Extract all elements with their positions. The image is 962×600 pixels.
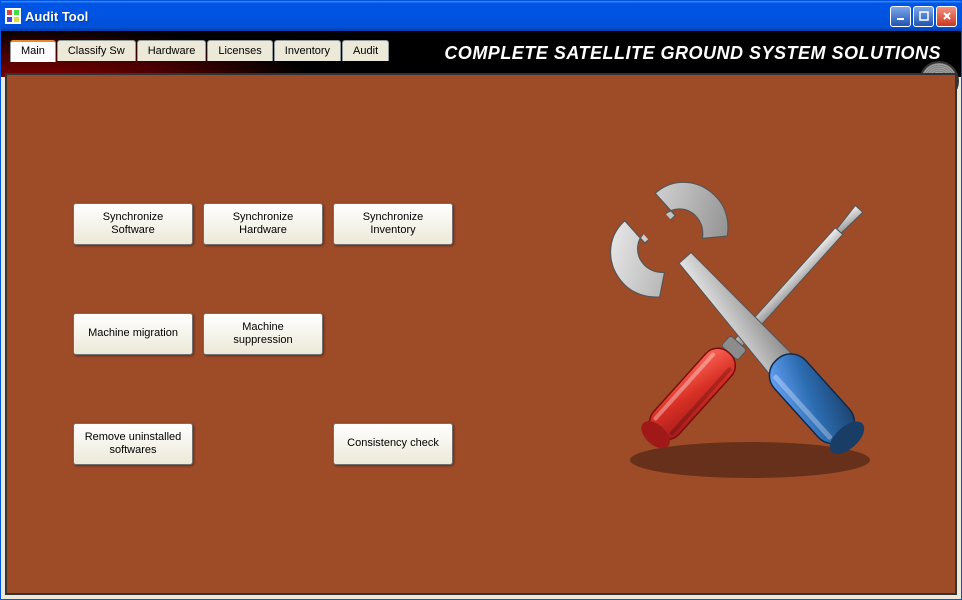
minimize-button[interactable]	[890, 6, 911, 27]
tab-classify-sw[interactable]: Classify Sw	[57, 40, 136, 61]
main-content: Synchronize Software Synchronize Hardwar…	[5, 73, 957, 595]
tab-licenses[interactable]: Licenses	[207, 40, 272, 61]
tab-inventory[interactable]: Inventory	[274, 40, 341, 61]
consistency-check-button[interactable]: Consistency check	[333, 423, 453, 465]
maximize-button[interactable]	[913, 6, 934, 27]
titlebar: Audit Tool	[1, 1, 961, 31]
remove-uninstalled-button[interactable]: Remove uninstalled softwares	[73, 423, 193, 465]
window-controls	[890, 6, 957, 27]
tools-icon	[595, 175, 905, 485]
sync-hardware-button[interactable]: Synchronize Hardware	[203, 203, 323, 245]
app-icon	[5, 8, 21, 24]
banner-title: COMPLETE SATELLITE GROUND SYSTEM SOLUTIO…	[444, 43, 941, 64]
sync-software-button[interactable]: Synchronize Software	[73, 203, 193, 245]
sync-inventory-button[interactable]: Synchronize Inventory	[333, 203, 453, 245]
tab-main[interactable]: Main	[10, 40, 56, 62]
app-window: Audit Tool COMPLETE SATELLITE GROUND SYS…	[0, 0, 962, 600]
tab-hardware[interactable]: Hardware	[137, 40, 207, 61]
machine-suppression-button[interactable]: Machine suppression	[203, 313, 323, 355]
window-title: Audit Tool	[25, 9, 890, 24]
machine-migration-button[interactable]: Machine migration	[73, 313, 193, 355]
tab-strip: Main Classify Sw Hardware Licenses Inven…	[10, 40, 390, 61]
tab-audit[interactable]: Audit	[342, 40, 389, 61]
close-button[interactable]	[936, 6, 957, 27]
